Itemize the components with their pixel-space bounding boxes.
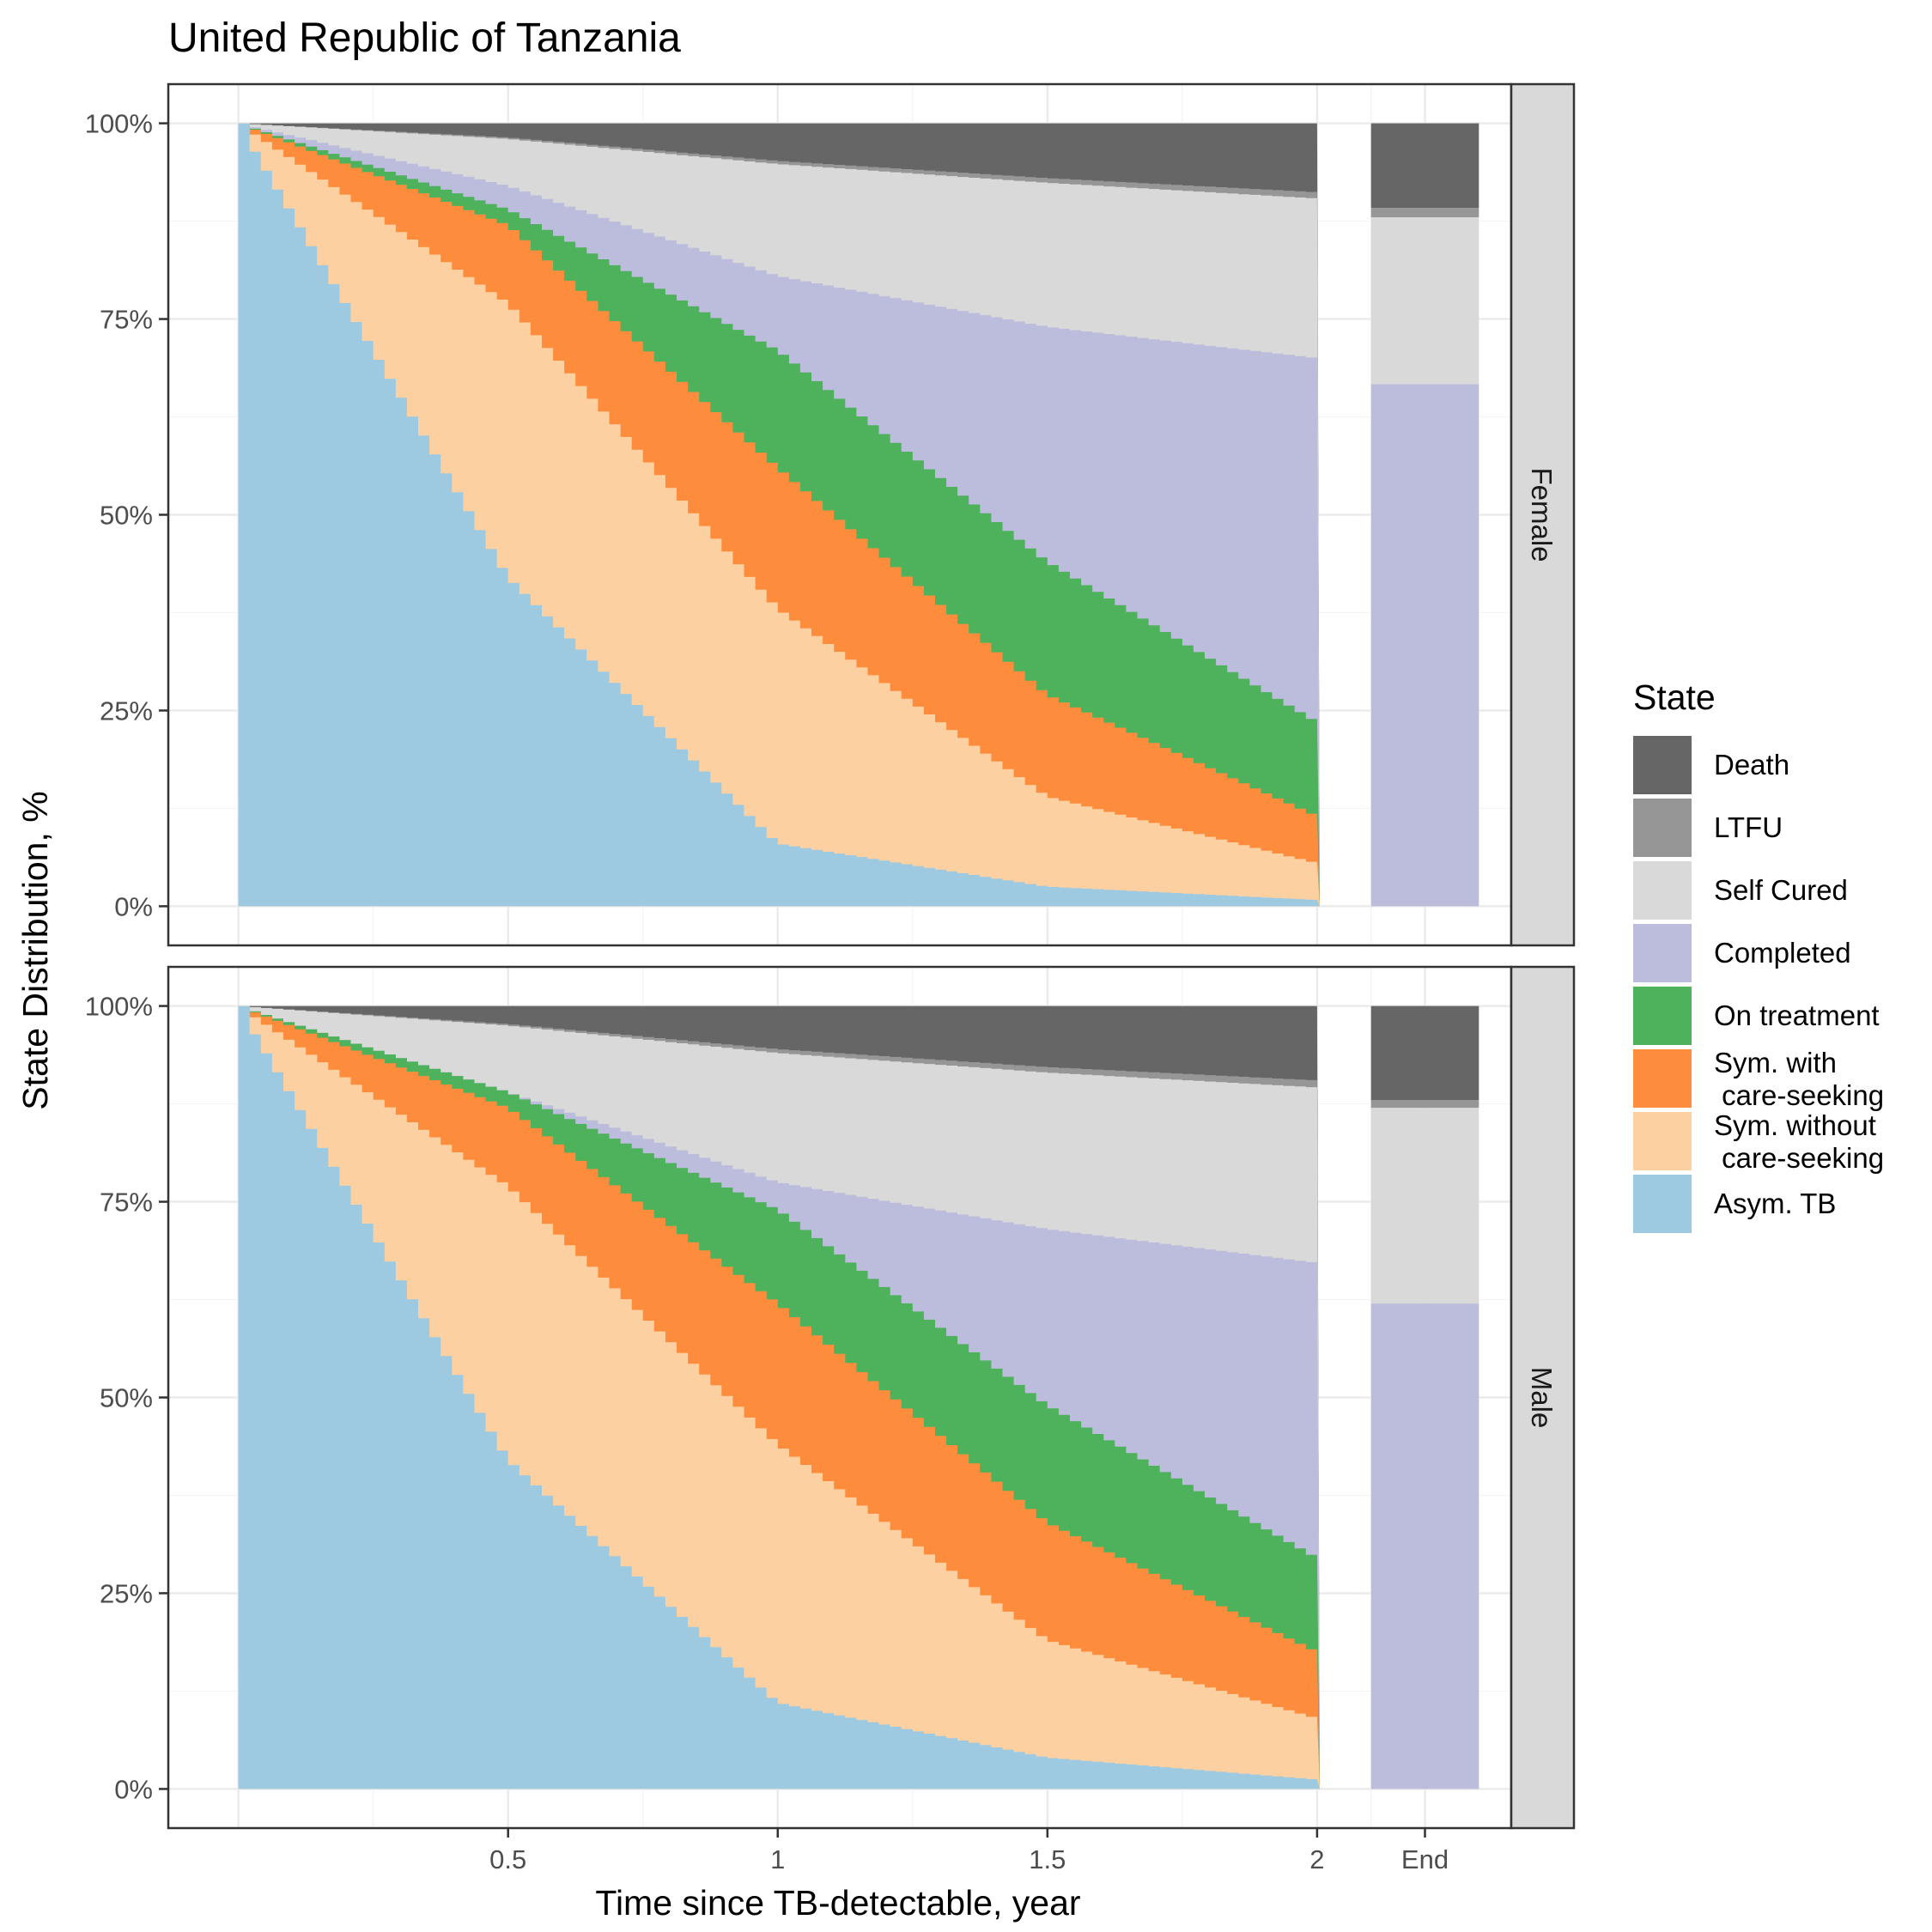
x-axis: 0.5 1 1.5 2 End (489, 1828, 1449, 1874)
legend-label: On treatment (1714, 999, 1880, 1031)
y-tick-label: 25% (100, 1578, 153, 1608)
legend-key (1633, 924, 1692, 982)
end-bar-segment (1370, 208, 1479, 218)
y-tick-label: 0% (114, 1774, 153, 1804)
x-tick-label: 0.5 (489, 1844, 526, 1874)
legend-key (1633, 987, 1692, 1045)
end-bar-segment (1370, 1108, 1479, 1304)
y-tick-label: 0% (114, 891, 153, 921)
chart-title: United Republic of Tanzania (168, 15, 681, 61)
legend-key (1633, 1049, 1692, 1108)
area-asym-tb (238, 1005, 1320, 1789)
x-tick-label: 2 (1309, 1844, 1324, 1874)
legend-label: Completed (1714, 937, 1851, 969)
legend-label: Asym. TB (1714, 1188, 1836, 1219)
facet-strip-label: Male (1526, 1367, 1558, 1429)
x-tick-label: End (1401, 1844, 1449, 1874)
legend-key (1633, 1112, 1692, 1170)
legend: State Death LTFU Self Cured Completed On trea… (1633, 677, 1884, 1233)
x-axis-title: Time since TB-detectable, year (595, 1883, 1080, 1923)
legend-label: Self Cured (1714, 874, 1848, 906)
panel-male: Male 0% 25% 50% 75% 100% (85, 965, 1576, 1830)
legend-key (1633, 1175, 1692, 1233)
y-tick-label: 25% (100, 696, 153, 726)
facet-strip: Male (1510, 965, 1576, 1830)
end-bar-segment (1370, 1005, 1479, 1101)
y-tick-label: 75% (100, 305, 153, 335)
x-tick-label: 1 (770, 1844, 785, 1874)
y-tick-label: 100% (85, 992, 153, 1022)
legend-label: Sym. with care-seeking (1714, 1047, 1884, 1111)
y-axis-title: State Distribution, % (15, 791, 55, 1109)
end-bar-segment (1370, 1303, 1479, 1789)
panel-female: Female 0% 25% 50% 75% 100% (85, 82, 1576, 947)
y-tick-label: 50% (100, 1383, 153, 1413)
end-bar-segment (1370, 217, 1479, 385)
y-tick-label: 50% (100, 501, 153, 531)
area-asym-tb (238, 123, 1320, 907)
panels: Female 0% 25% 50% 75% 100% Male 0% 25% 50% 75% 100%… (85, 82, 1576, 1874)
facet-strip-box (1510, 965, 1576, 1830)
legend-title: State (1633, 677, 1716, 717)
legend-key (1633, 736, 1692, 794)
legend-key (1633, 861, 1692, 920)
y-tick-label: 100% (85, 109, 153, 139)
end-bar-segment (1370, 123, 1479, 209)
facet-strip: Female (1510, 82, 1576, 947)
facet-strip-box (1510, 82, 1576, 947)
facet-strip-label: Female (1526, 467, 1558, 562)
end-bar-segment (1370, 384, 1479, 907)
legend-label: LTFU (1714, 811, 1783, 843)
x-tick-label: 1.5 (1029, 1844, 1066, 1874)
y-tick-label: 75% (100, 1188, 153, 1218)
legend-label: Death (1714, 749, 1789, 781)
legend-key (1633, 799, 1692, 857)
legend-label: Sym. without care-seeking (1714, 1109, 1884, 1174)
end-bar-segment (1370, 1100, 1479, 1109)
